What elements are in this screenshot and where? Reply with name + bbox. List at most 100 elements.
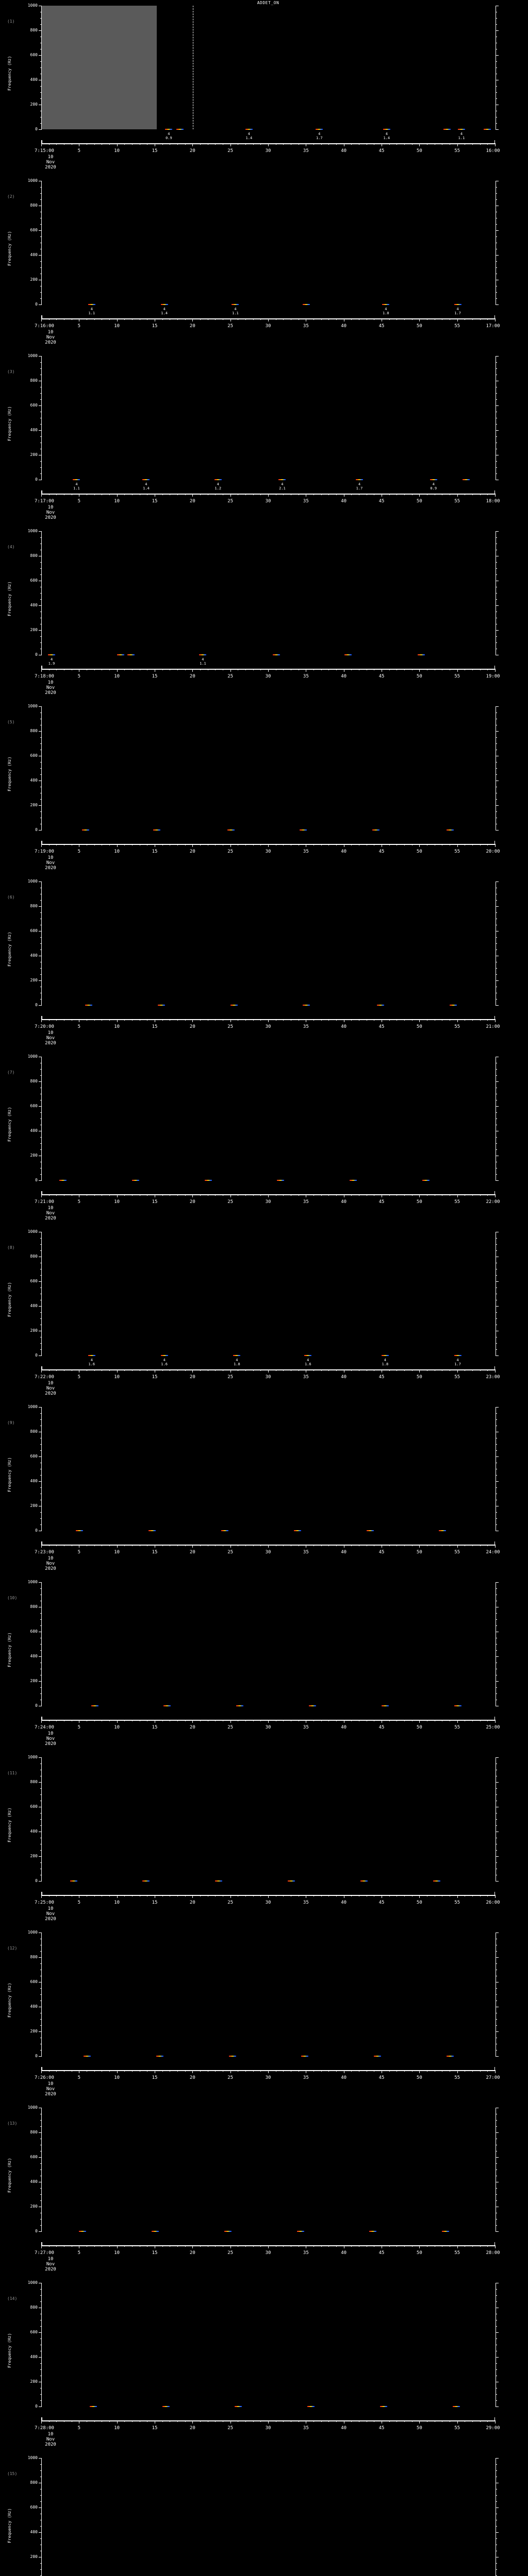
detection-marker[interactable]	[443, 129, 451, 130]
detection-marker[interactable]	[454, 1355, 461, 1356]
detection-marker[interactable]	[245, 129, 253, 130]
detection-marker[interactable]	[366, 1530, 374, 1531]
detection-marker[interactable]	[165, 129, 173, 130]
detection-marker[interactable]	[452, 2406, 460, 2407]
detection-marker[interactable]	[160, 1355, 168, 1356]
detection-marker[interactable]	[293, 1530, 301, 1531]
detection-marker[interactable]	[235, 2406, 242, 2407]
detection-marker[interactable]	[215, 1880, 223, 1882]
detection-marker[interactable]	[73, 479, 80, 480]
detection-marker[interactable]	[277, 1180, 285, 1181]
plot-area[interactable]: 0 200 400 600 800 1000 4 1.6 4 1.6 4 1.8 4 1.6 4 1.8 4 1.…	[28, 1230, 499, 1366]
detection-marker[interactable]	[381, 1705, 389, 1706]
detection-marker[interactable]	[303, 304, 310, 305]
detection-marker[interactable]	[300, 829, 307, 831]
detection-marker[interactable]	[307, 2406, 315, 2407]
detection-marker[interactable]	[117, 654, 124, 655]
detection-marker[interactable]	[272, 654, 280, 655]
detection-marker[interactable]	[214, 479, 222, 480]
detection-marker[interactable]	[301, 2056, 309, 2057]
detection-marker[interactable]	[309, 1705, 317, 1706]
detection-marker[interactable]	[304, 1355, 312, 1356]
detection-marker[interactable]	[442, 2231, 450, 2232]
detection-marker[interactable]	[152, 2231, 159, 2232]
detection-marker[interactable]	[157, 1005, 165, 1006]
detection-marker[interactable]	[88, 1355, 95, 1356]
detection-marker[interactable]	[162, 2406, 170, 2407]
detection-marker[interactable]	[84, 2056, 91, 2057]
detection-marker[interactable]	[316, 129, 323, 130]
detection-marker[interactable]	[374, 2056, 382, 2057]
detection-marker[interactable]	[233, 1355, 241, 1356]
detection-marker[interactable]	[142, 479, 150, 480]
detection-marker[interactable]	[224, 2231, 232, 2232]
detection-marker[interactable]	[372, 829, 380, 831]
plot-area[interactable]: 0 200 400 600 800 1000 4 1.9 4 1.1	[28, 529, 499, 666]
detection-marker[interactable]	[458, 129, 465, 130]
detection-marker[interactable]	[454, 1705, 461, 1706]
detection-marker[interactable]	[88, 304, 95, 305]
detection-marker[interactable]	[131, 1180, 139, 1181]
detection-marker[interactable]	[59, 1180, 67, 1181]
detection-marker[interactable]	[76, 1530, 84, 1531]
detection-marker[interactable]	[447, 829, 454, 831]
detection-marker[interactable]	[228, 2056, 236, 2057]
detection-marker[interactable]	[418, 654, 425, 655]
detection-marker[interactable]	[199, 654, 207, 655]
detection-marker[interactable]	[142, 1880, 150, 1882]
detection-marker[interactable]	[356, 479, 363, 480]
detection-marker[interactable]	[449, 1005, 457, 1006]
plot-area[interactable]: 0 200 400 600 800 1000 4 0.9 4 1.4 4 1.7 4 1.4 4 1.1	[28, 4, 499, 140]
detection-marker[interactable]	[462, 479, 470, 480]
detection-marker[interactable]	[483, 129, 491, 130]
detection-marker[interactable]	[344, 654, 352, 655]
plot-area[interactable]: 0 200 400 600 800 1000 4 1.1 4 1.4 4 1.2 4 2.1 4 1.7 4 0.…	[28, 354, 499, 490]
detection-marker[interactable]	[85, 1005, 92, 1006]
detection-marker[interactable]	[380, 2406, 387, 2407]
detection-marker[interactable]	[82, 829, 90, 831]
detection-marker[interactable]	[70, 1880, 77, 1882]
detection-marker[interactable]	[288, 1880, 295, 1882]
detection-marker[interactable]	[454, 304, 461, 305]
detection-marker[interactable]	[303, 1005, 310, 1006]
detection-marker[interactable]	[296, 2231, 304, 2232]
detection-marker[interactable]	[221, 1530, 228, 1531]
detection-marker[interactable]	[369, 2231, 377, 2232]
detection-marker[interactable]	[127, 654, 135, 655]
plot-area[interactable]: 0 200 400 600 800 1000 4 1.1 4 1.4 4 1.1 4 1.0 4 1.7	[28, 179, 499, 315]
detection-marker[interactable]	[148, 1530, 156, 1531]
detection-marker[interactable]	[48, 654, 56, 655]
detection-marker[interactable]	[377, 1005, 385, 1006]
detection-marker[interactable]	[447, 2056, 454, 2057]
detection-marker[interactable]	[382, 304, 390, 305]
detection-marker[interactable]	[176, 129, 184, 130]
detection-marker[interactable]	[91, 1705, 98, 1706]
detection-marker[interactable]	[163, 1705, 171, 1706]
detection-marker[interactable]	[350, 1180, 357, 1181]
detection-marker[interactable]	[230, 1005, 238, 1006]
detection-marker[interactable]	[89, 2406, 97, 2407]
detection-marker[interactable]	[204, 1180, 212, 1181]
detection-marker[interactable]	[160, 304, 168, 305]
detection-marker[interactable]	[278, 479, 286, 480]
detection-marker[interactable]	[381, 1355, 389, 1356]
detection-marker[interactable]	[433, 1880, 440, 1882]
detection-marker[interactable]	[422, 1180, 430, 1181]
detection-marker[interactable]	[79, 2231, 87, 2232]
detection-marker[interactable]	[430, 479, 437, 480]
detection-marker[interactable]	[360, 1880, 368, 1882]
detection-marker[interactable]	[383, 129, 390, 130]
detection-marker[interactable]	[232, 304, 239, 305]
detection-marker[interactable]	[156, 2056, 163, 2057]
detection-marker[interactable]	[153, 829, 160, 831]
